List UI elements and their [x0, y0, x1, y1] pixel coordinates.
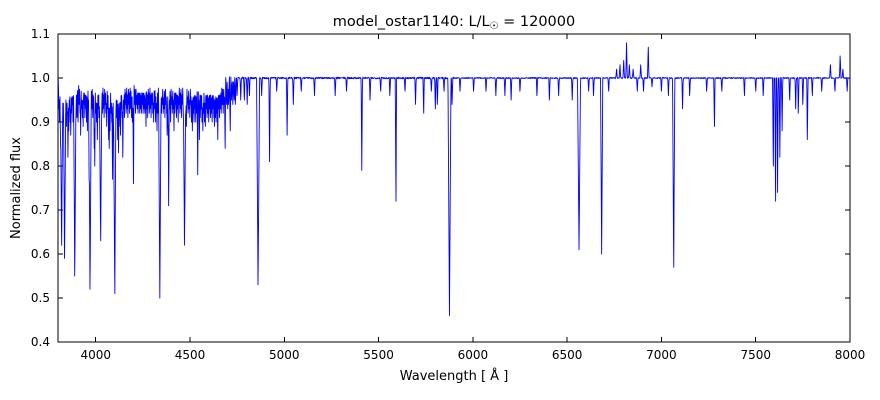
- x-tick-label: 7000: [646, 348, 677, 362]
- spectrum-trace: [57, 42, 851, 317]
- y-tick-label: 0.9: [31, 115, 50, 129]
- sun-symbol: ☉: [490, 21, 499, 32]
- axes-frame: [57, 33, 851, 343]
- chart-title-text: model_ostar1140: L/L: [333, 14, 490, 30]
- x-tick-label: 5000: [269, 348, 300, 362]
- y-tick-label: 1.0: [31, 71, 50, 85]
- y-tick-label: 0.4: [31, 335, 50, 349]
- y-axis-label: Normalized flux: [9, 137, 24, 239]
- x-tick-label: 6000: [458, 348, 489, 362]
- x-axis-label: Wavelength [ Å ]: [400, 368, 509, 384]
- x-tick-label: 7500: [740, 348, 771, 362]
- spectrum-line-layer: [57, 42, 851, 317]
- y-tick-label: 0.7: [31, 203, 50, 217]
- x-tick-label: 6500: [552, 348, 583, 362]
- x-tick-label: 4500: [175, 348, 206, 362]
- y-tick-label: 0.5: [31, 291, 50, 305]
- x-tick-label: 8000: [835, 348, 866, 362]
- y-tick-label: 1.1: [31, 27, 50, 41]
- chart-title: model_ostar1140: L/L☉ = 120000: [333, 14, 576, 32]
- y-tick-label: 0.6: [31, 247, 50, 261]
- x-tick-label: 5500: [363, 348, 394, 362]
- y-tick-label: 0.8: [31, 159, 50, 173]
- x-tick-label: 4000: [80, 348, 111, 362]
- axes-layer: 4000 4500 5000 5500 6000 6500 7000 7500 8000 0.4 0…: [31, 27, 865, 362]
- chart-title-value: = 120000: [499, 14, 576, 30]
